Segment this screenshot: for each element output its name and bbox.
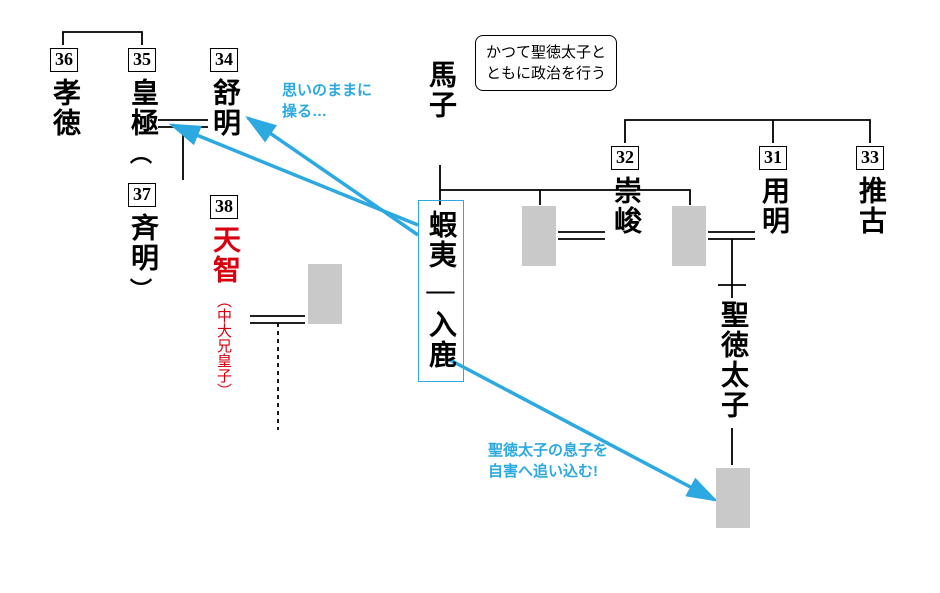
- num-38: 38: [210, 195, 238, 219]
- name-shotoku: 聖徳太子: [718, 300, 746, 420]
- soga-emishi-dash: —: [426, 275, 454, 308]
- num-34: 34: [210, 48, 238, 72]
- name-jomei: 舒明: [210, 78, 238, 138]
- anno-suicide-1: 聖徳太子の息子を: [488, 442, 608, 459]
- num-35: 35: [128, 48, 156, 72]
- num-36: 36: [50, 48, 78, 72]
- soga-iruka: 入鹿: [426, 310, 454, 370]
- name-sushun: 崇峻: [611, 176, 639, 236]
- soga-umako: 馬子: [426, 60, 454, 120]
- tenji-note: （中大兄皇子）: [215, 293, 230, 398]
- num-32: 32: [611, 146, 639, 170]
- kogyoku-paren-open: （: [128, 142, 150, 166]
- name-yomei: 用明: [759, 176, 787, 236]
- anno-suicide-2: 自害へ追い込む!: [488, 463, 598, 480]
- umako-callout: かつて聖徳太子と ともに政治を行う: [475, 35, 617, 91]
- name-tenji: 天智: [210, 225, 238, 285]
- num-33: 33: [856, 146, 884, 170]
- name-kogyoku: 皇極: [128, 78, 156, 138]
- kogyoku-paren-close: ）: [128, 278, 150, 302]
- name-kotoku: 孝徳: [50, 78, 78, 138]
- grey-shotoku-son: [716, 468, 750, 528]
- num-31: 31: [759, 146, 787, 170]
- name-suiko: 推古: [856, 176, 884, 236]
- grey-tenji-spouse: [308, 264, 342, 324]
- callout-line1: かつて聖徳太子と: [486, 44, 606, 61]
- anno-suicide: 聖徳太子の息子を 自害へ追い込む!: [488, 440, 608, 482]
- name-saimei: 斉明: [128, 213, 156, 273]
- anno-control-2: 操る…: [282, 103, 327, 120]
- grey-umako-daughter1: [522, 206, 556, 266]
- num-37: 37: [128, 183, 156, 207]
- anno-control: 思いのままに 操る…: [282, 80, 372, 122]
- anno-control-1: 思いのままに: [282, 82, 372, 99]
- soga-emishi: 蝦夷: [426, 210, 454, 270]
- callout-line2: ともに政治を行う: [486, 65, 606, 82]
- grey-umako-daughter2: [672, 206, 706, 266]
